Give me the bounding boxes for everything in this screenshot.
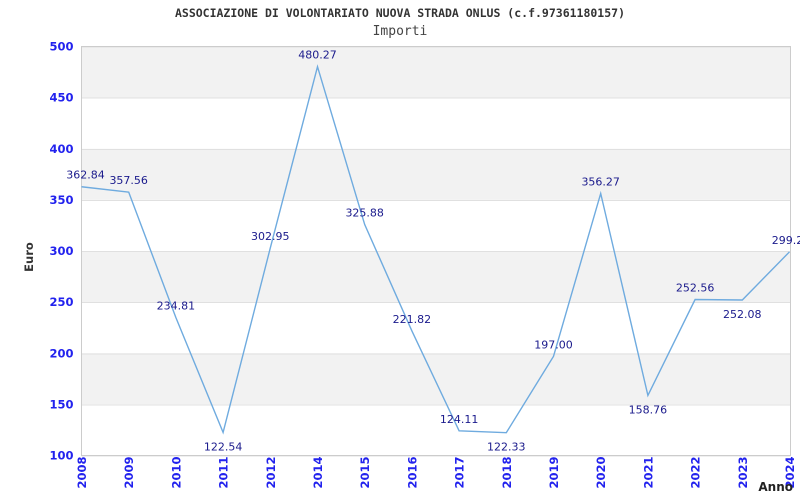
y-axis-ticks: 100 150 200 250 300 350 400 450 500 (49, 40, 73, 463)
plot-band (81, 199, 791, 251)
y-axis-title: Euro (22, 242, 36, 272)
y-tick-label: 400 (49, 142, 73, 156)
chart-title: ASSOCIAZIONE DI VOLONTARIATO NUOVA STRAD… (174, 6, 626, 20)
x-tick-label: 2024 (783, 456, 797, 488)
data-point-label: 302.95 (251, 230, 290, 243)
data-point-label: 357.56 (109, 174, 148, 187)
data-point-label: 362.84 (66, 169, 105, 182)
data-point-label: 252.56 (676, 282, 715, 295)
x-tick-label: 2015 (358, 456, 372, 488)
y-tick-label: 150 (49, 397, 73, 411)
data-point-label: 299.2 (772, 234, 800, 247)
y-tick-label: 200 (49, 346, 73, 360)
x-tick-label: 2022 (689, 456, 703, 488)
x-tick-label: 2020 (594, 456, 608, 488)
plot-bands (81, 46, 791, 456)
plot-frame (81, 46, 791, 456)
y-tick-label: 450 (49, 91, 73, 105)
plot-band (81, 46, 791, 98)
plot-band (81, 404, 791, 456)
data-point-label: 221.82 (393, 313, 432, 326)
data-point-label: 122.33 (487, 441, 526, 454)
x-tick-label: 2017 (453, 456, 467, 488)
chart-subtitle: Importi (372, 24, 428, 39)
x-tick-label: 2018 (500, 456, 514, 488)
y-tick-label: 350 (49, 193, 73, 207)
data-point-label: 356.27 (581, 175, 620, 188)
x-tick-label: 2011 (217, 456, 231, 488)
data-point-label: 124.11 (440, 413, 479, 426)
data-point-label: 480.27 (298, 49, 337, 62)
x-tick-label: 2008 (75, 456, 89, 488)
plot-band (81, 148, 791, 200)
x-axis-title: Anno (758, 480, 793, 494)
series-line-importi (81, 64, 791, 435)
plot-band (81, 353, 791, 405)
data-point-label: 325.88 (345, 207, 384, 220)
x-tick-label: 2010 (169, 456, 183, 488)
x-tick-label: 2012 (264, 456, 278, 488)
y-tick-label: 500 (49, 40, 73, 54)
y-tick-label: 250 (49, 295, 73, 309)
data-point-labels: 362.84 357.56 234.81 122.54 302.95 480.27 325.… (66, 49, 800, 454)
x-tick-label: 2016 (405, 456, 419, 488)
data-point-label: 197.00 (534, 338, 573, 351)
y-tick-label: 100 (49, 449, 73, 463)
data-point-label: 252.08 (723, 308, 762, 321)
x-tick-label: 2021 (641, 456, 655, 488)
data-point-label: 122.54 (204, 440, 243, 453)
x-tick-label: 2009 (122, 456, 136, 488)
gridlines (81, 46, 791, 457)
x-tick-label: 2023 (736, 456, 750, 488)
x-tick-label: 2019 (547, 456, 561, 488)
plot-band (81, 251, 791, 303)
plot-band (81, 97, 791, 149)
y-tick-label: 300 (49, 244, 73, 258)
data-point-label: 158.76 (629, 403, 668, 416)
x-axis-ticks: 2008 2009 2010 2011 2012 2014 2015 2016 2017 2018… (75, 456, 797, 488)
x-tick-label: 2014 (311, 456, 325, 488)
data-point-label: 234.81 (157, 300, 196, 313)
